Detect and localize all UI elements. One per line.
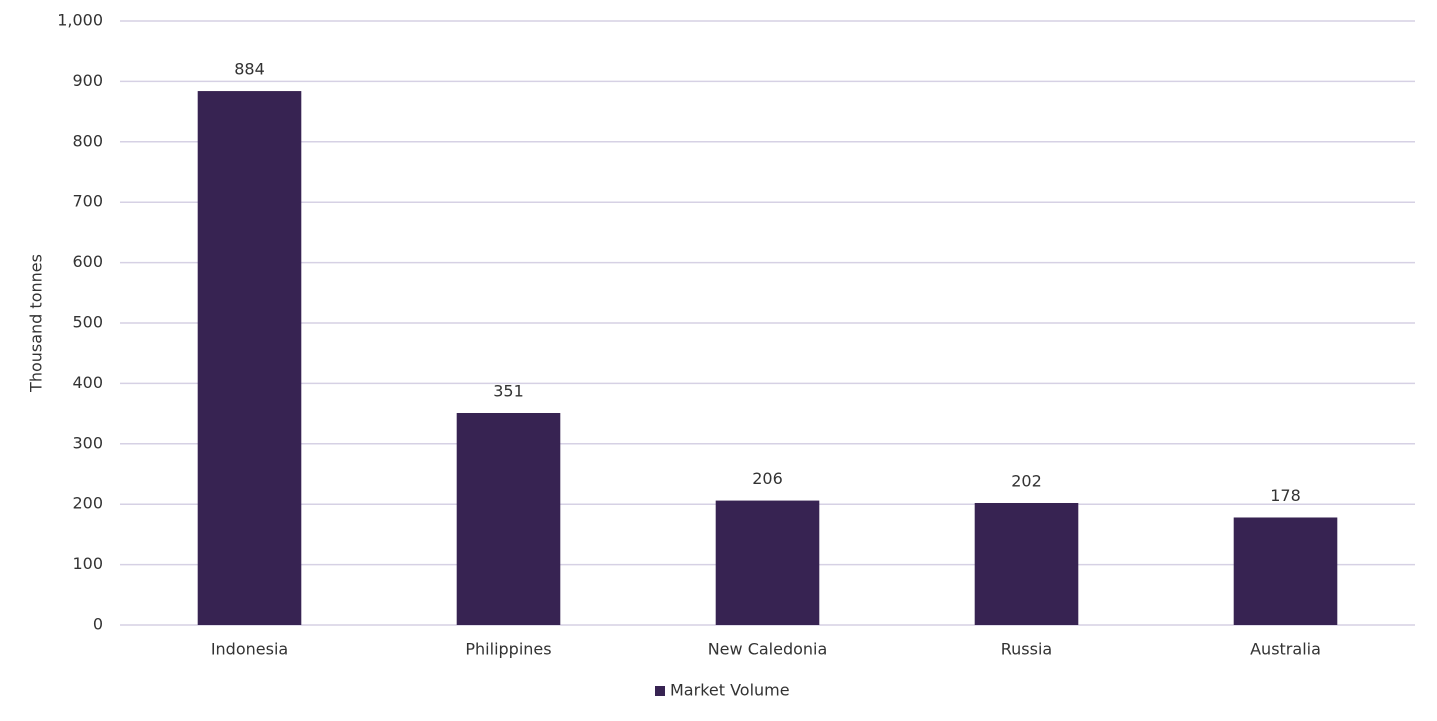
legend-swatch bbox=[655, 686, 665, 696]
y-tick-label: 100 bbox=[72, 554, 103, 573]
y-tick-label: 500 bbox=[72, 313, 103, 332]
y-tick-label: 200 bbox=[72, 494, 103, 513]
x-tick-label: New Caledonia bbox=[708, 640, 828, 659]
y-tick-label: 800 bbox=[72, 131, 103, 150]
data-label: 884 bbox=[234, 60, 265, 79]
x-tick-label: Philippines bbox=[465, 640, 551, 659]
bar bbox=[1233, 517, 1338, 625]
bar bbox=[456, 412, 561, 625]
data-label: 202 bbox=[1011, 471, 1042, 490]
y-tick-label: 300 bbox=[72, 433, 103, 452]
y-tick-label: 600 bbox=[72, 252, 103, 271]
x-tick-label: Indonesia bbox=[211, 640, 288, 659]
bar bbox=[197, 91, 302, 625]
y-axis-label: Thousand tonnes bbox=[27, 254, 46, 393]
y-tick-label: 700 bbox=[72, 192, 103, 211]
bar bbox=[974, 502, 1079, 625]
y-tick-label: 0 bbox=[93, 615, 103, 634]
bar bbox=[715, 500, 820, 625]
legend-label: Market Volume bbox=[670, 681, 790, 700]
x-tick-label: Australia bbox=[1250, 640, 1321, 659]
y-tick-label: 400 bbox=[72, 373, 103, 392]
data-label: 178 bbox=[1270, 486, 1301, 505]
y-tick-label: 900 bbox=[72, 71, 103, 90]
y-tick-label: 1,000 bbox=[57, 11, 103, 30]
data-label: 351 bbox=[493, 381, 524, 400]
data-label: 206 bbox=[752, 469, 783, 488]
x-tick-label: Russia bbox=[1001, 640, 1052, 659]
